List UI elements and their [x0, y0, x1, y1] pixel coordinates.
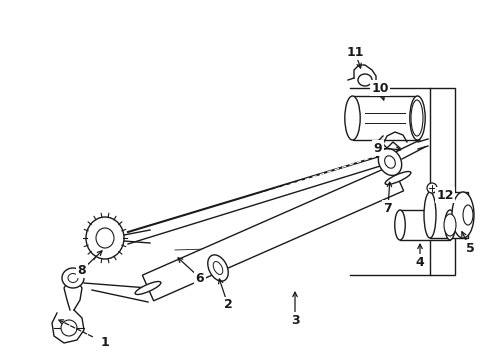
- Ellipse shape: [96, 228, 114, 248]
- Ellipse shape: [61, 320, 77, 336]
- Text: 2: 2: [223, 298, 232, 311]
- Ellipse shape: [424, 192, 436, 238]
- Ellipse shape: [213, 261, 223, 274]
- Text: 11: 11: [346, 45, 364, 59]
- Ellipse shape: [385, 156, 395, 168]
- Bar: [352, 96, 417, 140]
- Ellipse shape: [411, 100, 423, 136]
- Ellipse shape: [68, 274, 78, 283]
- Ellipse shape: [345, 96, 360, 140]
- Bar: [400, 210, 450, 240]
- Ellipse shape: [444, 214, 456, 236]
- Text: 3: 3: [291, 314, 299, 327]
- Text: 1: 1: [100, 336, 109, 348]
- Text: 5: 5: [466, 242, 474, 255]
- Text: 10: 10: [371, 81, 389, 95]
- Ellipse shape: [358, 74, 372, 86]
- Ellipse shape: [410, 96, 425, 140]
- Ellipse shape: [395, 210, 405, 240]
- Ellipse shape: [427, 183, 437, 193]
- Text: 8: 8: [78, 264, 86, 276]
- Ellipse shape: [378, 149, 402, 175]
- Text: 9: 9: [374, 141, 382, 154]
- Ellipse shape: [385, 171, 411, 184]
- Ellipse shape: [86, 217, 124, 259]
- Ellipse shape: [463, 205, 473, 225]
- Text: 7: 7: [384, 202, 392, 215]
- Ellipse shape: [445, 210, 455, 240]
- Bar: [430, 192, 468, 238]
- Polygon shape: [143, 165, 404, 301]
- Text: 4: 4: [416, 256, 424, 269]
- Ellipse shape: [208, 255, 228, 281]
- Text: 6: 6: [196, 271, 204, 284]
- Ellipse shape: [135, 282, 161, 294]
- Ellipse shape: [62, 268, 84, 288]
- Text: 12: 12: [436, 189, 454, 202]
- Ellipse shape: [452, 192, 474, 238]
